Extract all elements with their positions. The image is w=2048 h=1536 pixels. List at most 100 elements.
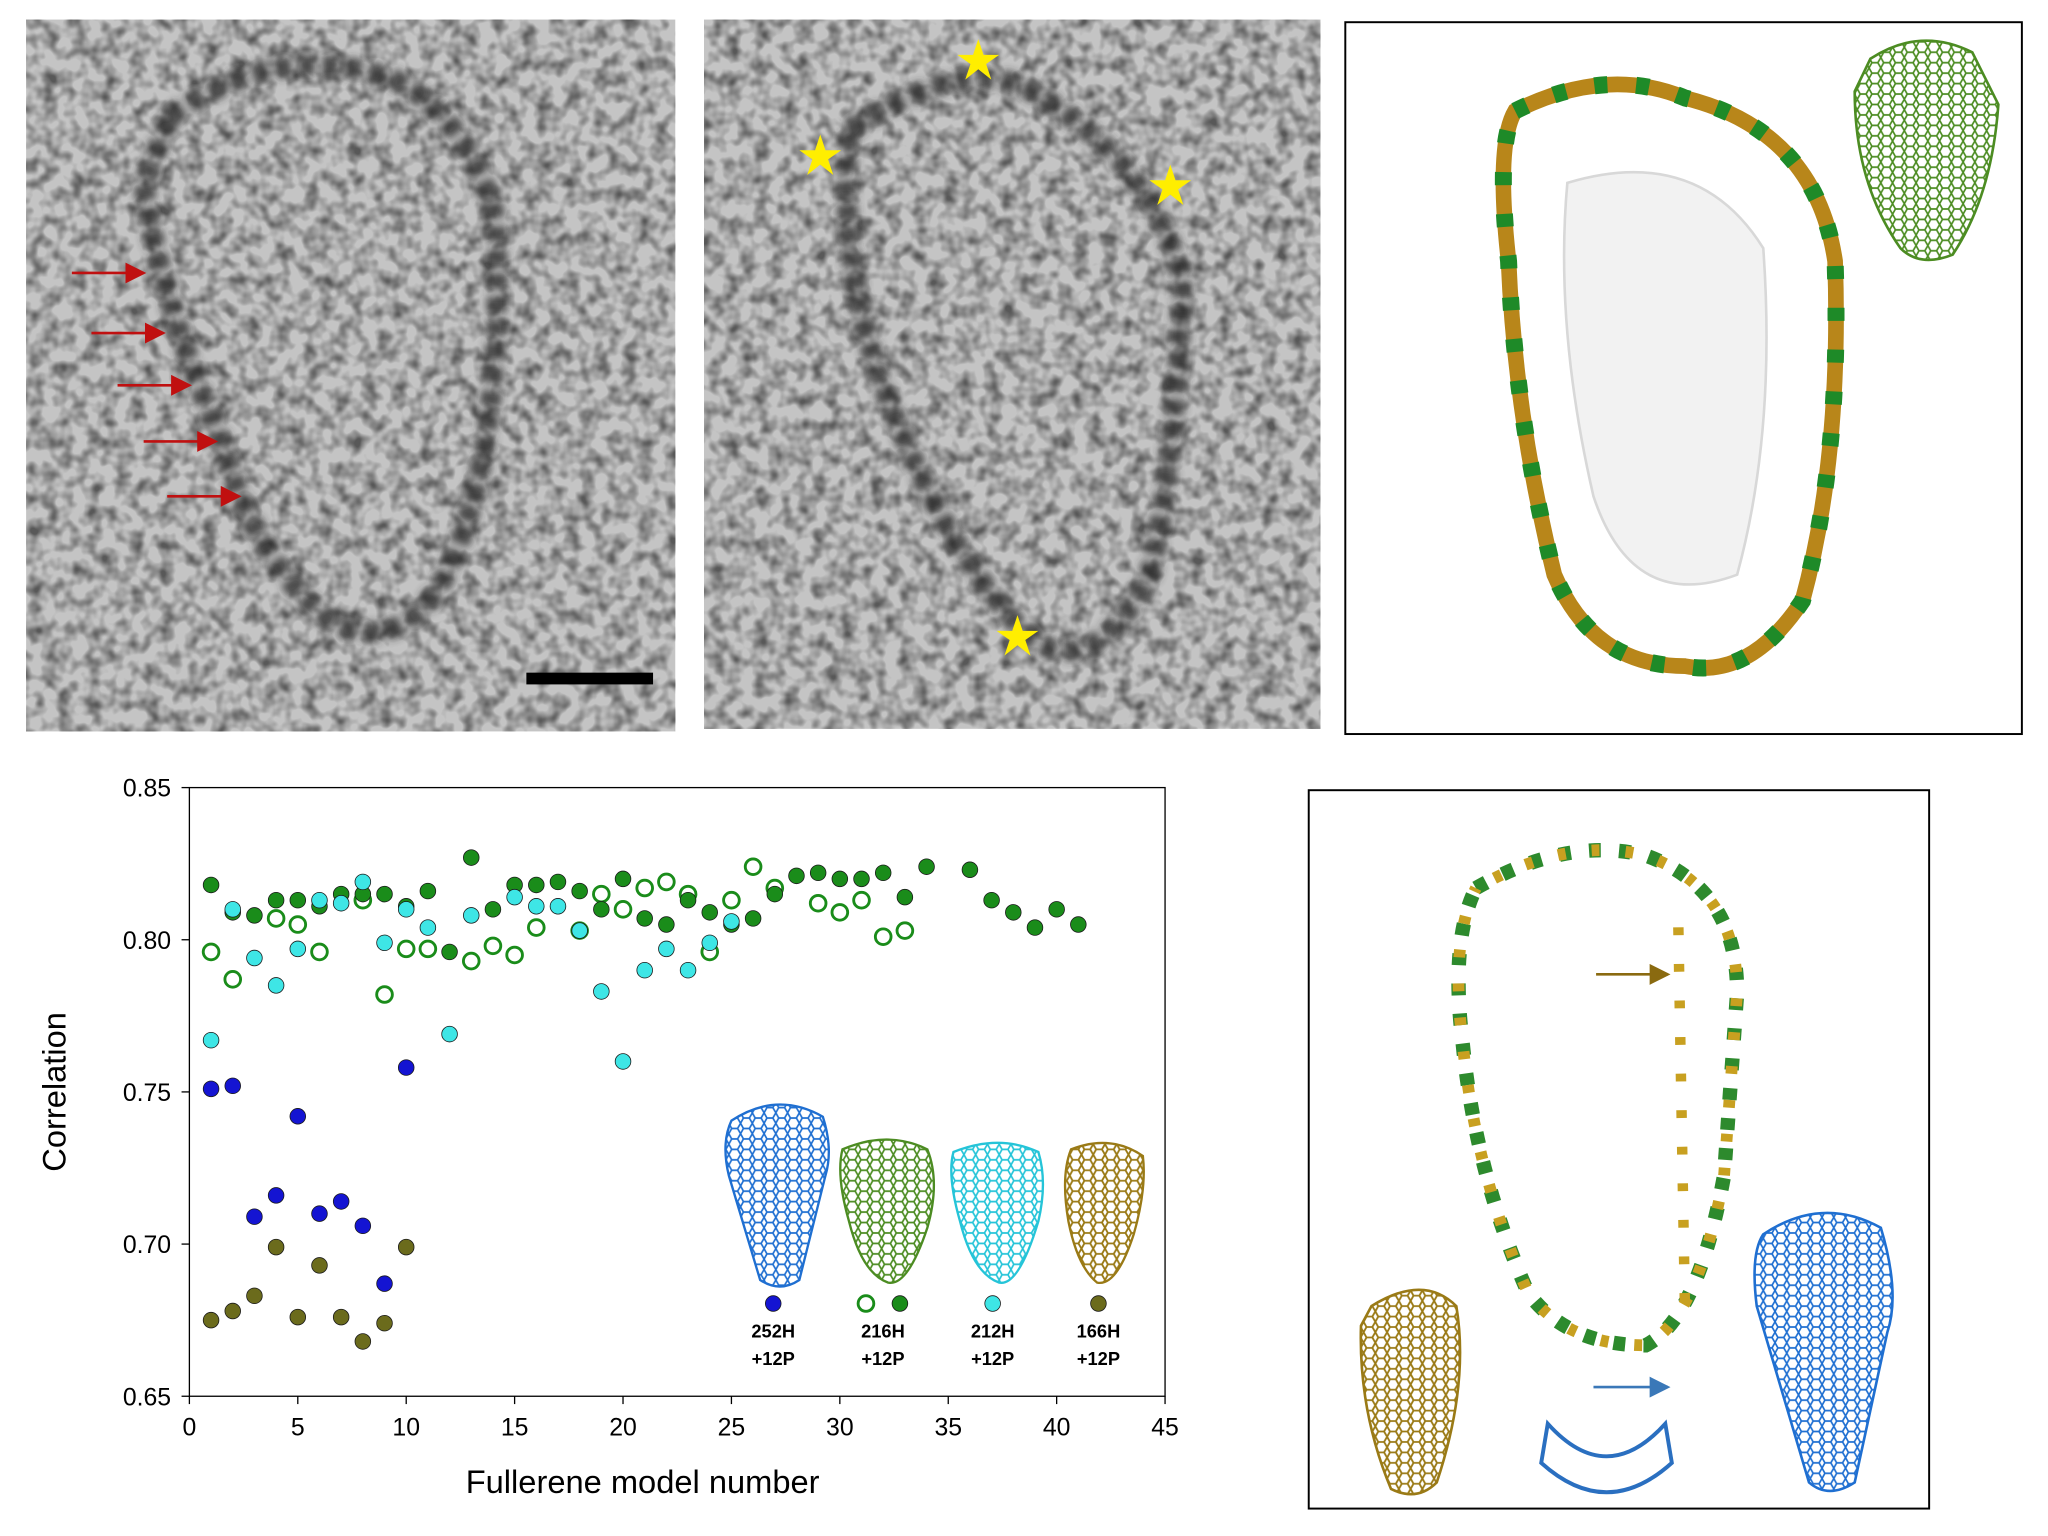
data-point [528,876,545,894]
legend-line: +12P [1077,1348,1120,1369]
data-point [267,1187,285,1204]
fullerene-cone [1753,1211,1894,1493]
legend-marker [856,1294,876,1313]
data-point [766,885,784,903]
data-point [853,870,870,888]
data-point [289,1108,307,1125]
data-point [527,918,546,937]
data-point [441,943,458,961]
data-point [635,878,654,898]
star [957,39,1000,80]
star [799,134,842,176]
data-point [397,1059,415,1076]
scale-bar [526,672,654,685]
data-point [701,904,718,921]
data-point [311,1205,328,1222]
legend-line: 166H [1077,1320,1121,1341]
data-point [418,939,438,959]
data-point [267,1238,285,1256]
data-point [701,934,718,952]
fullerene-cone [1359,1288,1462,1496]
data-point [658,916,675,933]
data-point [441,1025,458,1043]
data-point [461,951,481,971]
data-point [419,882,437,900]
data-point [266,909,286,928]
legend-label: 212H +12P [971,1320,1015,1368]
legend-line: 212H [971,1320,1015,1341]
y-tick-label: 0.65 [123,1384,171,1411]
data-point [354,1217,372,1235]
capsid-outline [836,67,1193,662]
data-point [201,942,221,962]
star [1149,164,1192,206]
y-tick-label: 0.85 [123,776,171,803]
fullerene-icon [839,1138,936,1284]
data-point [246,1287,263,1305]
data-point [376,885,393,903]
legend-line: +12P [861,1348,904,1369]
x-tick-label: 40 [1043,1414,1071,1441]
data-point [874,864,892,882]
data-point [246,949,263,967]
legend-label: 252H +12P [751,1320,795,1368]
data-point [788,867,805,885]
data-point [311,1257,328,1274]
x-tick-label: 45 [1151,1414,1179,1441]
fullerene-cone [1853,39,2000,262]
data-point [419,919,437,936]
data-point [332,895,350,912]
data-point [549,898,567,915]
x-tick-label: 5 [291,1414,305,1441]
data-point [202,1031,220,1049]
capsid-shell [1495,76,1844,676]
model-panel [1307,789,1931,1510]
arrows [71,262,242,507]
data-point [396,939,416,959]
legend-line: +12P [971,1348,1014,1369]
data-point [202,1080,220,1098]
data-point [505,945,524,965]
x-tick-label: 0 [182,1414,196,1441]
data-point [289,1308,307,1326]
data-point [354,1333,372,1350]
data-point [571,922,588,939]
data-point [658,940,675,958]
data-point [1026,919,1044,936]
data-point [657,872,676,892]
data-point [267,977,285,994]
x-tick-label: 15 [501,1414,529,1441]
data-point [202,876,220,894]
x-tick-label: 10 [392,1414,420,1441]
data-point [354,873,372,891]
legend-marker [1090,1295,1107,1312]
capsid-outline [132,54,508,643]
x-tick-label: 35 [934,1414,962,1441]
data-point [722,890,741,910]
data-point [636,961,653,979]
star [996,615,1039,656]
data-point [873,927,893,946]
data-point [614,870,632,888]
data-point [983,891,1000,909]
data-point [375,985,394,1004]
data-point [961,861,979,878]
data-point [224,1077,241,1095]
legend-label: 216H +12P [861,1320,905,1368]
data-point [679,891,697,909]
interior-density [1562,170,1768,586]
data-point [288,915,308,934]
data-point [830,903,850,922]
data-point [397,901,415,918]
data-point [831,870,849,888]
data-point [289,940,307,958]
legend-line: 216H [861,1320,905,1341]
legend-line: 252H [751,1320,795,1341]
x-axis-label: Fullerene model number [466,1463,820,1500]
y-tick-label: 0.80 [123,928,171,955]
data-point [592,884,611,904]
legend-marker [764,1295,782,1312]
legend-label: 166H +12P [1077,1320,1121,1368]
data-point [376,934,393,952]
